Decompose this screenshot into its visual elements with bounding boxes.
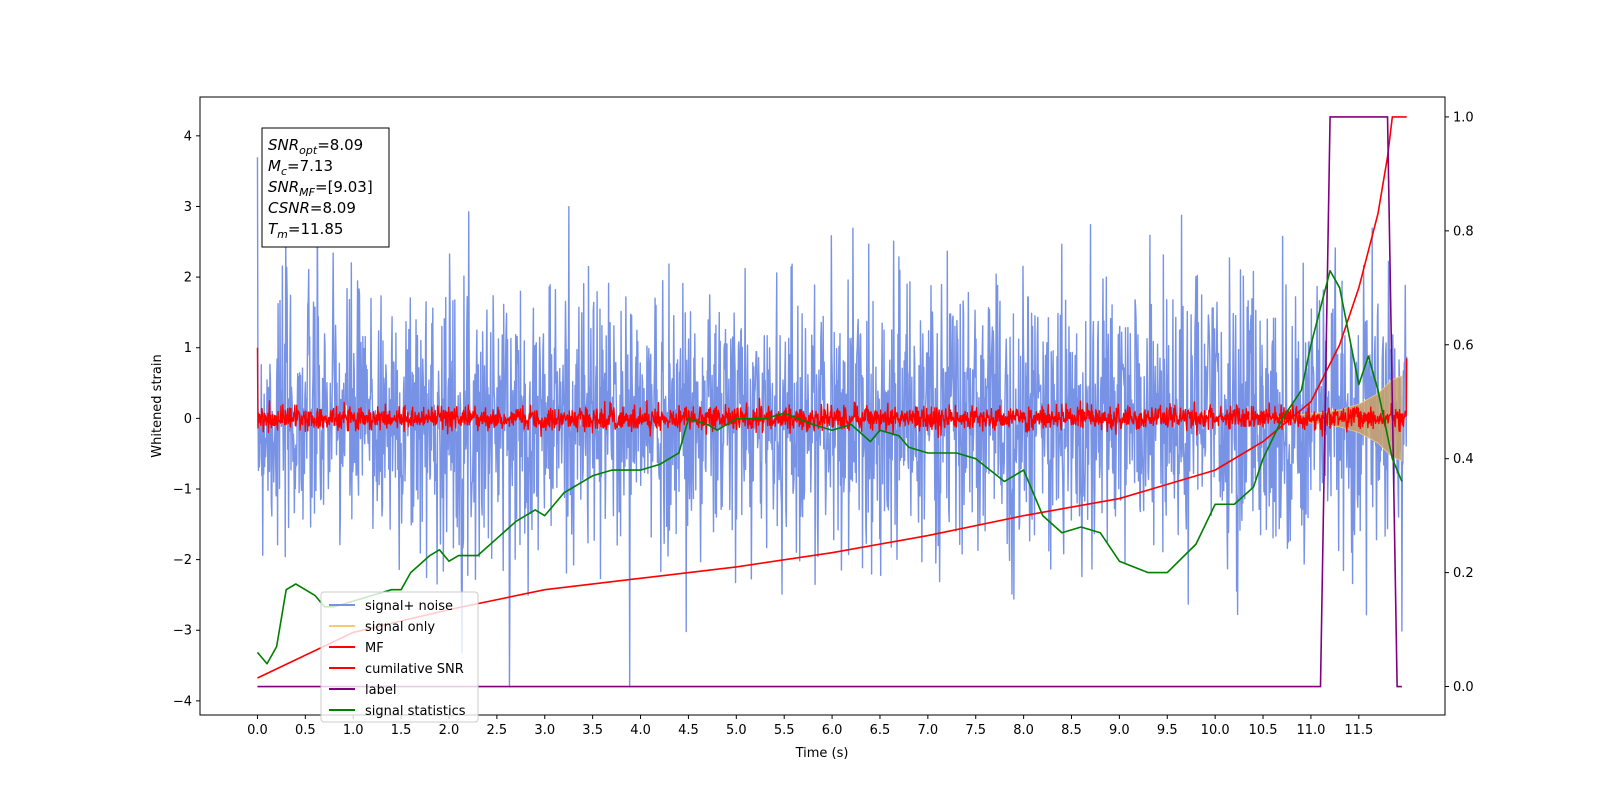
x-tick-label: 8.0 [1013,723,1034,738]
x-tick-label: 9.5 [1157,723,1178,738]
plot-area [256,116,1408,688]
annotation-value: =[9.03] [315,178,373,196]
annotation-box: SNRopt=8.09Mc=7.13SNRMF=[9.03]CSNR=8.09T… [261,127,390,248]
x-tick-label: 6.0 [822,723,843,738]
legend-label: cumilative SNR [365,662,464,677]
x-tick-label: 8.5 [1061,723,1082,738]
legend-label: label [365,683,396,698]
y-tick-label: −1 [173,482,192,497]
legend-label: MF [365,641,384,656]
y-right-tick-label: 1.0 [1453,110,1474,125]
y-tick-label: 3 [184,200,192,215]
series-signal-statistics-line [256,269,1403,665]
annotation-subscript: c [281,165,287,178]
x-tick-label: 2.0 [439,723,460,738]
legend-frame [320,591,479,723]
annotation-value: =11.85 [288,220,344,238]
annotation-variable: T [268,220,279,238]
x-tick-label: 5.5 [774,723,795,738]
y-right-tick-label: 0.4 [1453,452,1474,467]
y-tick-label: 2 [184,271,192,286]
x-tick-label: 0.5 [295,723,316,738]
legend-label: signal+ noise [365,599,453,614]
y-tick-label: −3 [173,624,192,639]
x-tick-label: 10.0 [1201,723,1230,738]
y-axis-label: Whitened strain [150,354,165,457]
annotation-value: =8.09 [310,199,356,217]
annotation-line: Tm=11.85 [268,220,343,241]
axes: 0.0 0.5 1.0 1.5 2.0 2.5 3.0 3.5 4.0 4.5 5.0 5.5 6.0 6… [173,110,1474,738]
series-group [256,116,1408,688]
annotation-value: =8.09 [317,136,363,154]
annotation-variable: M [268,157,281,175]
annotation-subscript: opt [299,144,318,157]
x-tick-label: 11.0 [1296,723,1325,738]
series-mf-line [256,347,1408,439]
x-tick-label: 7.0 [918,723,939,738]
x-tick-label: 1.5 [391,723,412,738]
x-tick-label: 2.5 [487,723,508,738]
y-tick-label: −2 [173,553,192,568]
x-tick-label: 3.0 [534,723,555,738]
annotation-variable: SNR [268,136,299,154]
y-right-tick-label: 0.6 [1453,338,1474,353]
y-tick-label: 0 [184,412,192,427]
annotation-line: SNRMF=[9.03] [268,178,373,199]
annotation-variable: CSNR [268,199,310,217]
x-tick-label: 7.5 [965,723,986,738]
annotation-line: CSNR=8.09 [268,199,356,217]
x-tick-label: 3.5 [582,723,603,738]
y-tick-label: 4 [184,129,192,144]
x-tick-label: 0.0 [247,723,268,738]
annotation-line: Mc=7.13 [268,157,333,178]
annotation-frame [261,127,390,248]
annotation-variable: SNR [268,178,299,196]
x-tick-label: 1.0 [343,723,364,738]
x-axis-label: Time (s) [795,746,849,761]
series-cumilative-snr-line [257,116,1407,679]
y-right-tick-label: 0.2 [1453,566,1474,581]
legend-label: signal only [365,620,435,635]
x-tick-label: 4.0 [630,723,651,738]
x-tick-label: 10.5 [1249,723,1278,738]
x-tick-label: 5.0 [726,723,747,738]
plot-frame [199,96,1446,716]
annotation-value: =7.13 [287,157,333,175]
y-tick-label: −4 [173,694,192,709]
annotation-subscript: m [277,228,288,241]
y-right-tick-label: 0.8 [1453,224,1474,239]
y-tick-label: 1 [184,341,192,356]
annotation-subscript: MF [299,186,315,199]
x-tick-label: 9.0 [1109,723,1130,738]
legend: signal+ noise signal only MF cumilative SNR… [320,591,479,723]
legend-label: signal statistics [365,704,466,719]
x-tick-label: 11.5 [1344,723,1373,738]
x-tick-label: 4.5 [678,723,699,738]
x-tick-label: 6.5 [870,723,891,738]
y-right-tick-label: 0.0 [1453,680,1474,695]
series-label-line [257,116,1402,688]
annotation-line: SNRopt=8.09 [268,136,363,157]
